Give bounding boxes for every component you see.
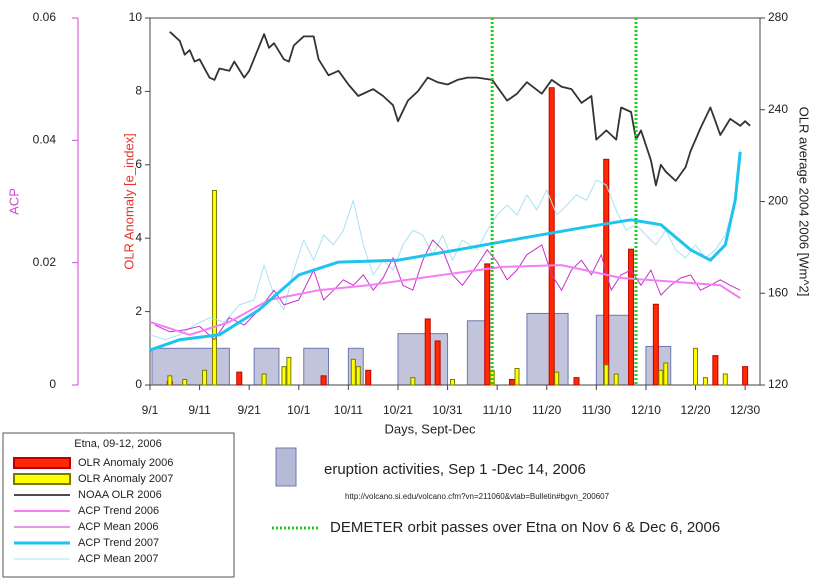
y-tick-label: 6: [135, 157, 142, 171]
x-tick-label: 10/21: [383, 403, 413, 417]
bar: [202, 369, 208, 386]
y3-axis-label: ACP: [6, 188, 21, 215]
y-tick-label: 8: [135, 84, 142, 98]
x-tick-label: 9/1: [142, 403, 159, 417]
bar: [350, 358, 356, 386]
y-tick-label: 10: [129, 10, 143, 24]
line: [149, 151, 742, 352]
x-tick-label: 12/10: [631, 403, 661, 417]
legend-label: ACP Trend 2006: [78, 505, 159, 517]
y2-tick-label: 160: [768, 285, 788, 299]
eruption-swatch: [275, 447, 297, 487]
bar: [167, 375, 173, 386]
bar: [722, 373, 728, 386]
bar: [514, 367, 520, 386]
demeter-label: DEMETER orbit passes over Etna on Nov 6 …: [330, 519, 720, 536]
bar: [211, 189, 217, 386]
bar: [652, 303, 659, 386]
legend-swatch: [13, 457, 71, 469]
bar: [434, 340, 441, 386]
line: [169, 31, 751, 187]
bar: [410, 377, 416, 386]
legend-label: OLR Anomaly 2007: [78, 473, 173, 485]
legend-label: ACP Trend 2007: [78, 537, 159, 549]
y2-tick-label: 280: [768, 10, 788, 24]
y3-tick-label: 0.04: [33, 133, 57, 147]
bar: [693, 347, 699, 386]
bar: [658, 369, 664, 386]
eruption-box: [526, 312, 569, 386]
y3-tick-label: 0.02: [33, 255, 57, 269]
legend-label: ACP Mean 2006: [78, 521, 159, 533]
x-tick-label: 10/31: [433, 403, 463, 417]
legend-label: OLR Anomaly 2006: [78, 457, 173, 469]
y3-tick-label: 0: [49, 377, 56, 391]
y2-tick-label: 240: [768, 102, 788, 116]
x-tick-label: 9/21: [238, 403, 262, 417]
eruption-box: [595, 314, 634, 386]
eruption-box: [151, 347, 230, 386]
bar: [613, 373, 619, 386]
x-tick-label: 12/20: [681, 403, 711, 417]
legend-title: Etna, 09-12, 2006: [74, 438, 161, 450]
bar: [573, 377, 580, 386]
x-tick-label: 9/11: [188, 403, 211, 417]
legend-swatch: [13, 473, 71, 485]
x-tick-label: 11/20: [532, 403, 561, 417]
x-axis-label: Days, Sept-Dec: [384, 421, 476, 436]
y-tick-label: 2: [135, 304, 142, 318]
bar: [365, 369, 372, 386]
bar: [712, 355, 719, 386]
bar: [424, 318, 431, 386]
bar: [320, 375, 327, 386]
source-url: http://volcano.si.edu/volcano.cfm?vn=211…: [345, 492, 610, 501]
y-tick-label: 4: [135, 230, 142, 244]
line: [154, 239, 741, 341]
bar: [509, 378, 516, 386]
y2-tick-label: 200: [768, 194, 788, 208]
bar: [663, 362, 669, 386]
bar: [554, 371, 560, 386]
bar: [355, 366, 361, 386]
bar: [702, 377, 708, 386]
y-axis-label: OLR Anomaly [e_index]: [121, 133, 136, 270]
legend-label: NOAA OLR 2006: [78, 489, 162, 501]
y-tick-label: 0: [135, 377, 142, 391]
bar: [450, 378, 456, 386]
bar: [286, 356, 292, 386]
bar: [742, 366, 749, 386]
line: [149, 264, 741, 336]
x-tick-label: 10/1: [287, 403, 311, 417]
legend-label: ACP Mean 2007: [78, 553, 159, 565]
bar: [603, 364, 609, 386]
bar: [182, 378, 188, 386]
bar: [628, 248, 635, 386]
line: [149, 150, 741, 341]
eruption-label: eruption activities, Sep 1 -Dec 14, 2006: [324, 461, 586, 478]
bar: [484, 263, 491, 386]
x-tick-label: 12/30: [730, 403, 760, 417]
y3-tick-label: 0.06: [33, 10, 57, 24]
bar: [261, 373, 267, 386]
bar: [281, 366, 287, 386]
bar: [548, 87, 555, 386]
x-tick-label: 11/10: [483, 403, 512, 417]
x-tick-label: 10/11: [334, 403, 363, 417]
y2-tick-label: 120: [768, 377, 788, 391]
y2-axis-label: OLR average 2004 2006 [Wm^2]: [797, 107, 812, 297]
x-tick-label: 11/30: [582, 403, 611, 417]
bar: [236, 371, 243, 386]
